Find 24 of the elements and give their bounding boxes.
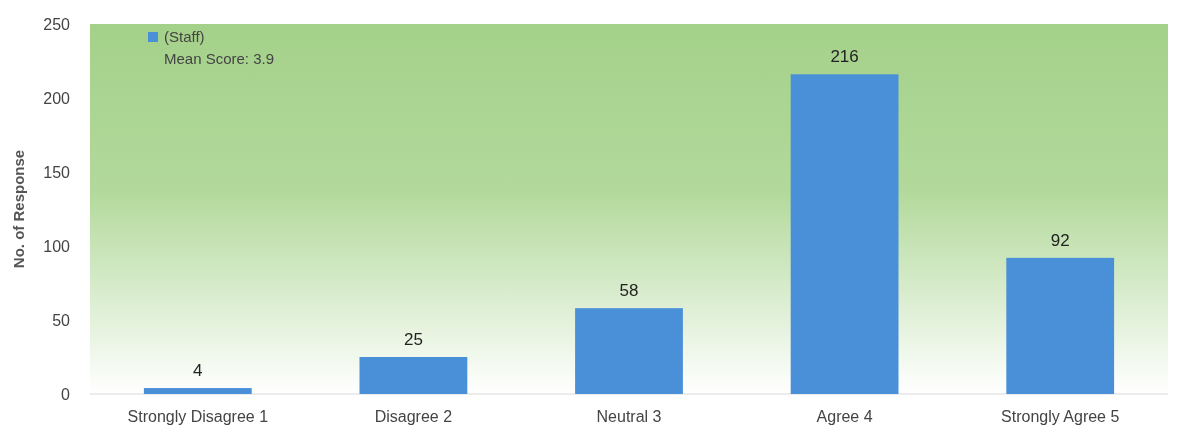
bar (143, 388, 252, 394)
data-label: 25 (403, 330, 423, 349)
y-tick-label: 200 (43, 89, 71, 107)
y-tick-label: 50 (52, 311, 71, 329)
x-tick-label: Neutral 3 (596, 408, 662, 425)
bar (359, 357, 468, 394)
bar (790, 74, 899, 394)
x-tick-label: Agree 4 (816, 408, 873, 425)
y-tick-label: 100 (43, 237, 71, 255)
data-label: 58 (619, 281, 639, 301)
y-tick-label: 0 (61, 385, 71, 403)
data-label: 92 (1050, 230, 1070, 250)
y-axis-title: No. of Response (10, 149, 27, 269)
y-tick-label: 150 (43, 163, 71, 181)
data-label: 4 (193, 361, 203, 381)
y-tick-label: 250 (43, 15, 71, 33)
x-tick-label: Disagree 2 (374, 408, 453, 425)
x-tick-label: Strongly Disagree 1 (127, 408, 269, 425)
annotation: Mean Score: 3.9 (164, 50, 275, 68)
data-label: 216 (830, 47, 859, 67)
bar (1006, 257, 1115, 394)
bar (575, 308, 683, 394)
x-tick-label: Strongly Agree 5 (1001, 408, 1120, 425)
legend-label: (Staff) (164, 28, 205, 46)
